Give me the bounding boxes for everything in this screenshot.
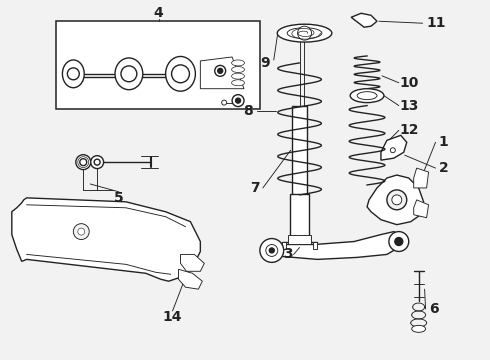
Ellipse shape: [412, 325, 426, 332]
Polygon shape: [200, 57, 244, 89]
Polygon shape: [288, 235, 312, 244]
Polygon shape: [351, 13, 377, 27]
Text: 8: 8: [243, 104, 253, 118]
Circle shape: [215, 66, 226, 76]
Ellipse shape: [287, 28, 322, 39]
Circle shape: [387, 190, 407, 210]
Polygon shape: [178, 269, 202, 289]
Polygon shape: [367, 175, 424, 225]
Polygon shape: [381, 135, 407, 160]
Ellipse shape: [357, 92, 377, 100]
Polygon shape: [282, 242, 286, 249]
Circle shape: [260, 239, 284, 262]
Circle shape: [76, 155, 91, 170]
Circle shape: [395, 238, 403, 246]
Circle shape: [232, 95, 244, 107]
Circle shape: [78, 157, 89, 168]
Polygon shape: [414, 200, 429, 218]
Text: 9: 9: [260, 56, 270, 70]
Ellipse shape: [232, 73, 245, 79]
Circle shape: [266, 244, 278, 256]
Circle shape: [68, 68, 79, 80]
Text: 2: 2: [439, 161, 448, 175]
Bar: [292, 105, 307, 195]
Text: 13: 13: [399, 99, 418, 113]
Text: 6: 6: [429, 302, 439, 316]
Circle shape: [91, 156, 103, 168]
Circle shape: [297, 26, 312, 40]
Text: 14: 14: [163, 310, 182, 324]
Text: 12: 12: [399, 123, 418, 138]
Text: 3: 3: [283, 247, 293, 261]
Polygon shape: [314, 242, 318, 249]
Bar: [290, 194, 309, 242]
Ellipse shape: [115, 58, 143, 90]
Circle shape: [218, 68, 222, 73]
Ellipse shape: [277, 24, 332, 42]
Ellipse shape: [350, 89, 384, 103]
Circle shape: [80, 159, 87, 166]
Circle shape: [172, 65, 190, 83]
Polygon shape: [180, 255, 204, 271]
Circle shape: [78, 228, 85, 235]
Text: 1: 1: [439, 135, 448, 149]
Circle shape: [221, 100, 227, 105]
Circle shape: [392, 195, 402, 205]
Circle shape: [74, 224, 89, 239]
Polygon shape: [272, 231, 404, 260]
Text: 11: 11: [427, 16, 446, 30]
Ellipse shape: [232, 67, 245, 72]
Circle shape: [121, 66, 137, 82]
Text: 5: 5: [114, 191, 124, 205]
Ellipse shape: [232, 60, 245, 66]
Circle shape: [389, 231, 409, 251]
Circle shape: [391, 148, 395, 153]
Ellipse shape: [232, 80, 245, 86]
Polygon shape: [414, 168, 429, 188]
Circle shape: [270, 248, 274, 253]
Circle shape: [94, 159, 100, 165]
Circle shape: [236, 98, 241, 103]
Ellipse shape: [62, 60, 84, 88]
Text: 10: 10: [399, 76, 418, 90]
Ellipse shape: [166, 57, 196, 91]
Text: 4: 4: [154, 6, 164, 20]
Bar: [56, 21, 260, 109]
Text: 7: 7: [250, 181, 260, 195]
Polygon shape: [12, 198, 200, 281]
